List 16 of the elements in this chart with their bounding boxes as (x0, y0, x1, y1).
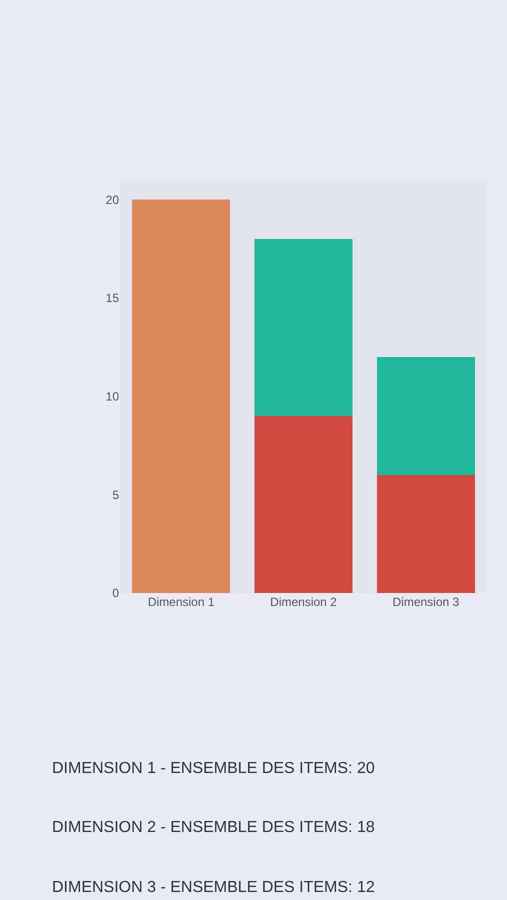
bar (254, 416, 352, 593)
y-tick-label: 5 (112, 488, 120, 502)
x-tick-label: Dimension 1 (148, 595, 215, 609)
text: DIMENSION 3 - ENSEMBLE DES ITEMS: 12 (52, 879, 375, 896)
y-tick-label: 15 (106, 291, 120, 306)
bar (376, 475, 475, 593)
text: DIMENSION 1 - ENSEMBLE DES ITEMS: 20 (52, 760, 375, 777)
y-tick-label: 20 (106, 192, 120, 207)
x-tick-label: Dimension 3 (392, 595, 460, 609)
bar (254, 239, 352, 416)
text: DIMENSION 2 - ENSEMBLE DES ITEMS: 18 (52, 819, 375, 836)
y-tick-label: 10 (106, 390, 120, 404)
bar (132, 200, 230, 593)
x-tick-label: Dimension 2 (270, 595, 338, 609)
bar (376, 357, 475, 475)
y-tick-label: 0 (112, 586, 120, 600)
